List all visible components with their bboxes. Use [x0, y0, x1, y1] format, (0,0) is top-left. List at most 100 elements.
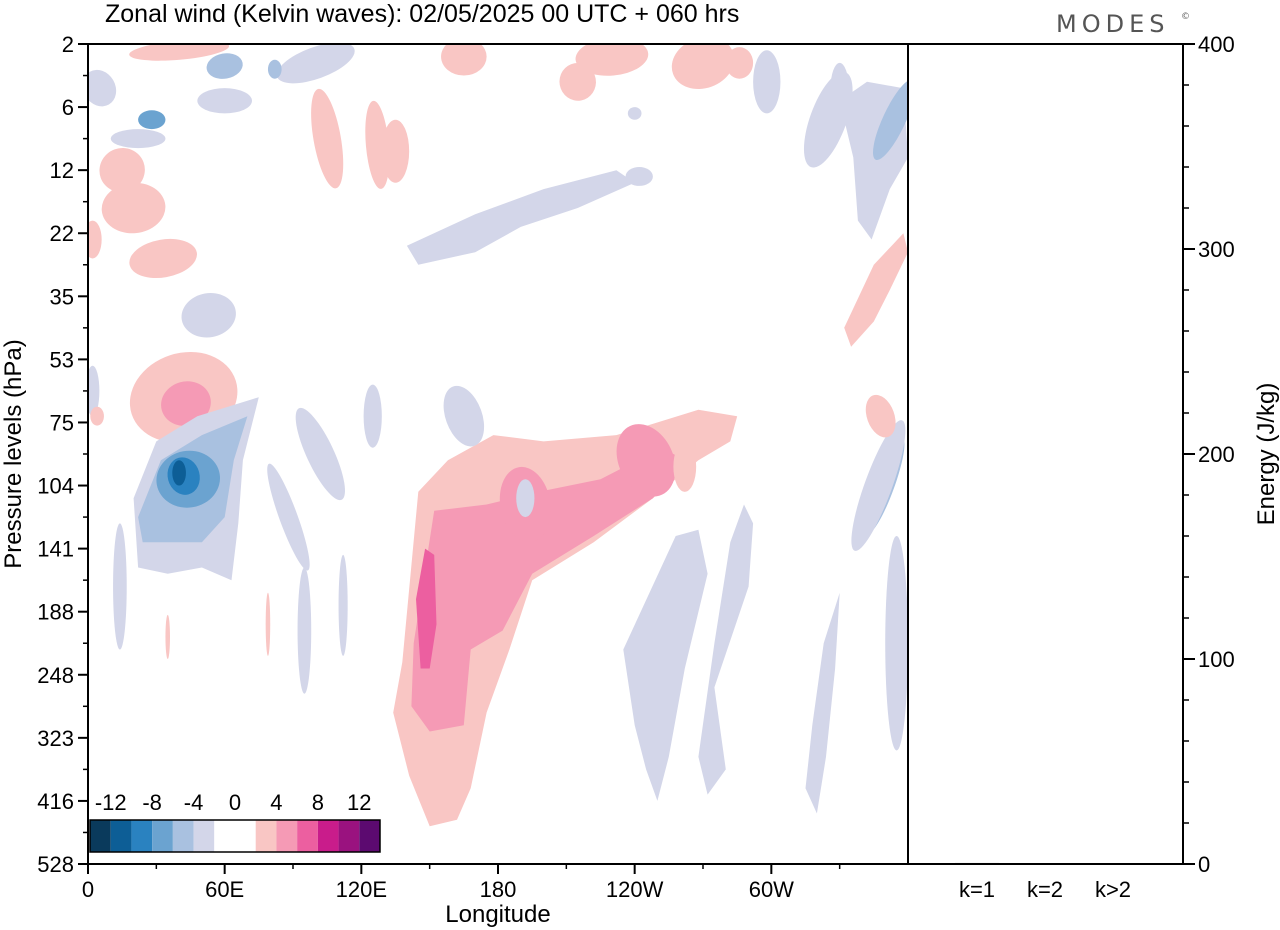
colorbar-label: 8: [312, 790, 324, 815]
colorbar: -12 -8 -4 0 4 8 12: [89, 790, 381, 853]
energy-category-label: k>2: [1095, 877, 1131, 902]
negative-contour-region: [830, 62, 849, 114]
wind-contours: [88, 44, 908, 827]
negative-contour-region: [753, 50, 781, 114]
energy-bar: [1023, 863, 1067, 865]
longitude-axis: 0 60E 120E 180 120W 60W: [82, 864, 841, 902]
colorbar-label: -12: [95, 790, 127, 815]
positive-contour-region: [165, 614, 171, 660]
negative-contour-region: [406, 170, 635, 265]
positive-contour-region: [865, 394, 896, 438]
colorbar-swatch: [235, 820, 256, 852]
negative-contour-region: [363, 384, 382, 448]
positive-contour-region: [559, 62, 596, 101]
positive-contour-region: [101, 182, 166, 234]
colorbar-label: -4: [184, 790, 204, 815]
pressure-tick-label: 53: [50, 347, 74, 372]
positive-contour-region: [416, 548, 437, 669]
energy-axis: 0 100 200 300 400: [1183, 32, 1235, 877]
pressure-tick-label: 75: [50, 410, 74, 435]
energy-tick-label: 200: [1198, 442, 1235, 467]
colorbar-label: 12: [347, 790, 371, 815]
negative-contour-region: [627, 107, 642, 120]
negative-contour-region: [295, 407, 345, 501]
negative-contour-region: [805, 592, 840, 814]
pressure-tick-label: 141: [37, 537, 74, 562]
positive-contour-region: [616, 424, 676, 497]
colorbar-swatch: [255, 820, 277, 852]
pressure-tick-label: 35: [50, 284, 74, 309]
colorbar-label: -8: [142, 790, 162, 815]
colorbar-swatch: [193, 820, 215, 852]
positive-contour-region: [673, 441, 697, 492]
positive-contour-region: [129, 238, 197, 279]
negative-contour-region: [885, 536, 908, 751]
longitude-tick-label: 0: [82, 877, 94, 902]
negative-contour-region: [698, 504, 754, 795]
positive-contour-region: [90, 406, 104, 426]
brand-mark: ©: [1181, 12, 1190, 22]
negative-contour-region: [338, 554, 348, 656]
energy-bar: [1091, 863, 1135, 865]
longitude-tick-label: 60W: [749, 877, 794, 902]
energy-bars: k=1 k=2 k>2: [955, 862, 1135, 902]
energy-tick-label: 300: [1198, 237, 1235, 262]
colorbar-swatch: [359, 820, 380, 852]
pressure-axis: 2 6 12 22 35 53 75 104 141 188 248 323 416 528: [37, 32, 88, 877]
colorbar-swatch: [152, 820, 173, 852]
pressure-tick-label: 323: [37, 726, 74, 751]
positive-contour-region: [575, 44, 649, 76]
colorbar-swatch: [214, 820, 235, 852]
positive-contour-region: [365, 100, 390, 189]
energy-tick-label: 100: [1198, 647, 1235, 672]
energy-tick-label: 0: [1198, 852, 1210, 877]
y-axis-title: Pressure levels (hPa): [0, 339, 27, 568]
pressure-tick-label: 528: [37, 852, 74, 877]
longitude-tick-label: 180: [480, 877, 517, 902]
pressure-tick-label: 6: [62, 95, 74, 120]
negative-contour-region: [267, 463, 310, 571]
negative-contour-region: [625, 167, 653, 186]
negative-contour-region: [516, 479, 535, 518]
negative-contour-region: [88, 365, 100, 417]
colorbar-swatch: [338, 820, 360, 852]
colorbar-swatch: [297, 820, 318, 852]
negative-contour-region: [88, 69, 117, 107]
positive-contour-region: [99, 147, 145, 193]
energy-panel-frame: [907, 43, 1184, 865]
brand-text: MODES: [1056, 10, 1169, 38]
colorbar-swatch: [172, 820, 194, 852]
positive-contour-region: [381, 119, 410, 183]
colorbar-swatch: [131, 820, 153, 852]
negative-contour-region: [851, 420, 906, 551]
positive-contour-region: [129, 44, 230, 61]
longitude-tick-label: 60E: [205, 877, 244, 902]
positive-contour-region: [161, 381, 211, 426]
negative-contour-region: [267, 59, 282, 79]
positive-contour-region: [88, 220, 102, 259]
pressure-tick-label: 188: [37, 600, 74, 625]
x-axis-title: Longitude: [445, 901, 550, 928]
negative-contour-region: [443, 385, 485, 447]
colorbar-label: 0: [229, 790, 241, 815]
negative-contour-region: [197, 88, 253, 114]
colorbar-swatch: [90, 820, 111, 852]
chart-title: Zonal wind (Kelvin waves): 02/05/2025 00…: [105, 0, 739, 28]
positive-contour-region: [311, 88, 344, 189]
positive-contour-region: [844, 233, 908, 347]
pressure-tick-label: 416: [37, 789, 74, 814]
negative-contour-region: [113, 523, 127, 650]
pressure-tick-label: 248: [37, 663, 74, 688]
negative-contour-region: [873, 79, 908, 160]
colorbar-swatch: [110, 820, 132, 852]
positive-contour-region: [671, 44, 735, 90]
negative-contour-region: [276, 44, 355, 84]
colorbar-swatch: [317, 820, 339, 852]
energy-category-label: k=1: [959, 877, 995, 902]
negative-contour-region: [181, 292, 236, 338]
colorbar-swatch: [276, 820, 298, 852]
pressure-tick-label: 104: [37, 474, 74, 499]
energy-bar: [955, 862, 999, 864]
longitude-tick-label: 120E: [336, 877, 387, 902]
